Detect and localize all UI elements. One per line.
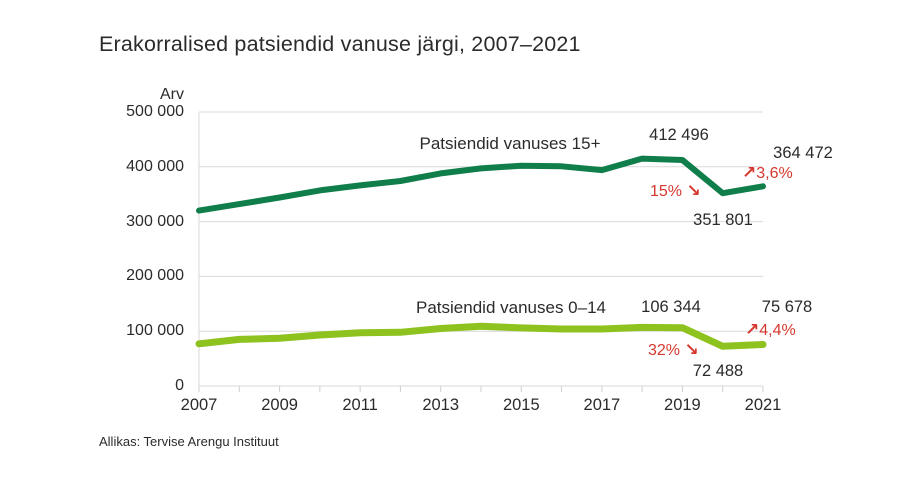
series-label-15plus: Patsiendid vanuses 15+ [419,134,601,153]
series-line-0-14 [195,322,767,350]
callout-0-14-rise-pct: ↗4,4% [745,320,796,340]
x-tick-label: 2009 [261,396,298,414]
callout-15plus-dip-value: 351 801 [693,211,753,229]
x-tick-label: 2017 [583,396,621,414]
x-axis-ticks [198,386,764,392]
trend-down-icon: ↘ [684,340,699,360]
pct-text: 4,4% [759,322,796,339]
x-tick-label: 2015 [502,396,540,414]
pct-text: 3,6% [756,165,793,182]
chart-title: Erakorralised patsiendid vanuse järgi, 2… [99,32,581,56]
callout-0-14-peak-value: 106 344 [641,298,701,316]
x-tick-label: 2019 [664,396,701,414]
x-tick-label: 2007 [180,396,218,414]
y-tick-label: 0 [175,377,184,394]
pct-text: 32% [648,342,681,359]
trend-down-icon: ↘ [686,181,701,201]
y-tick-label: 300 000 [126,212,184,230]
callout-15plus-rise-pct: ↗3,6% [742,163,793,183]
callout-0-14-dip-value: 72 488 [692,362,744,380]
y-tick-label: 200 000 [126,267,184,285]
trend-up-icon: ↗ [742,163,757,183]
callout-0-14-drop-pct: 32% ↘ [648,340,699,360]
callout-0-14-end-value: 75 678 [761,298,813,316]
series-line-15plus [196,155,766,214]
trend-up-icon: ↗ [745,320,760,340]
x-tick-label: 2011 [342,396,378,414]
callout-15plus-peak-value: 412 496 [649,126,709,144]
series-label-0-14: Patsiendid vanuses 0–14 [416,298,606,317]
source-attribution: Allikas: Tervise Arengu Instituut [99,434,279,449]
y-axis-unit-label: Arv [160,86,184,103]
pct-text: 15% [650,183,683,200]
x-tick-label: 2013 [422,396,460,414]
y-tick-label: 500 000 [126,103,184,120]
y-tick-label: 100 000 [126,322,184,340]
x-tick-label: 2021 [744,396,782,414]
callout-15plus-end-value: 364 472 [773,144,833,162]
callout-15plus-drop-pct: 15% ↘ [650,181,701,201]
y-tick-label: 400 000 [126,157,184,175]
